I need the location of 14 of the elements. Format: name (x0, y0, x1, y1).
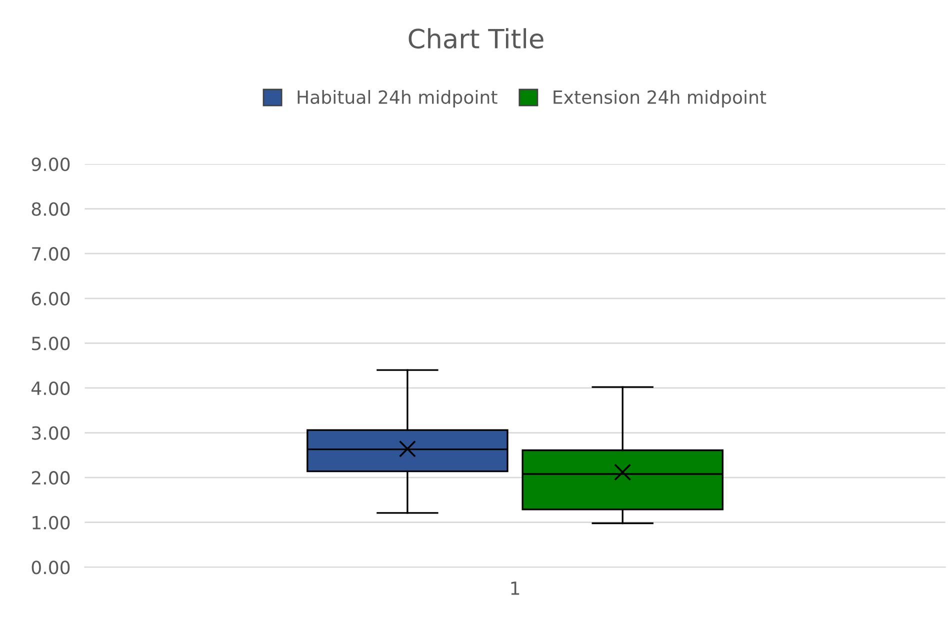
y-tick-label: 8.00 (32, 202, 70, 216)
chart-title: Chart Title (408, 28, 544, 49)
y-tick-label: 0.00 (32, 560, 70, 574)
y-tick-label: 3.00 (32, 426, 70, 440)
y-tick-label: 6.00 (32, 292, 70, 306)
legend-label: Extension 24h midpoint (554, 90, 766, 108)
y-tick-label: 1.00 (32, 516, 70, 530)
y-tick-label: 2.00 (32, 471, 70, 485)
legend-label: Habitual 24h midpoint (298, 90, 498, 108)
x-tick-label: 1 (511, 582, 520, 595)
y-tick-label: 4.00 (32, 381, 70, 396)
y-tick-label: 7.00 (32, 247, 70, 261)
y-tick-label: 5.00 (32, 336, 70, 350)
y-tick-label: 9.00 (32, 157, 70, 172)
